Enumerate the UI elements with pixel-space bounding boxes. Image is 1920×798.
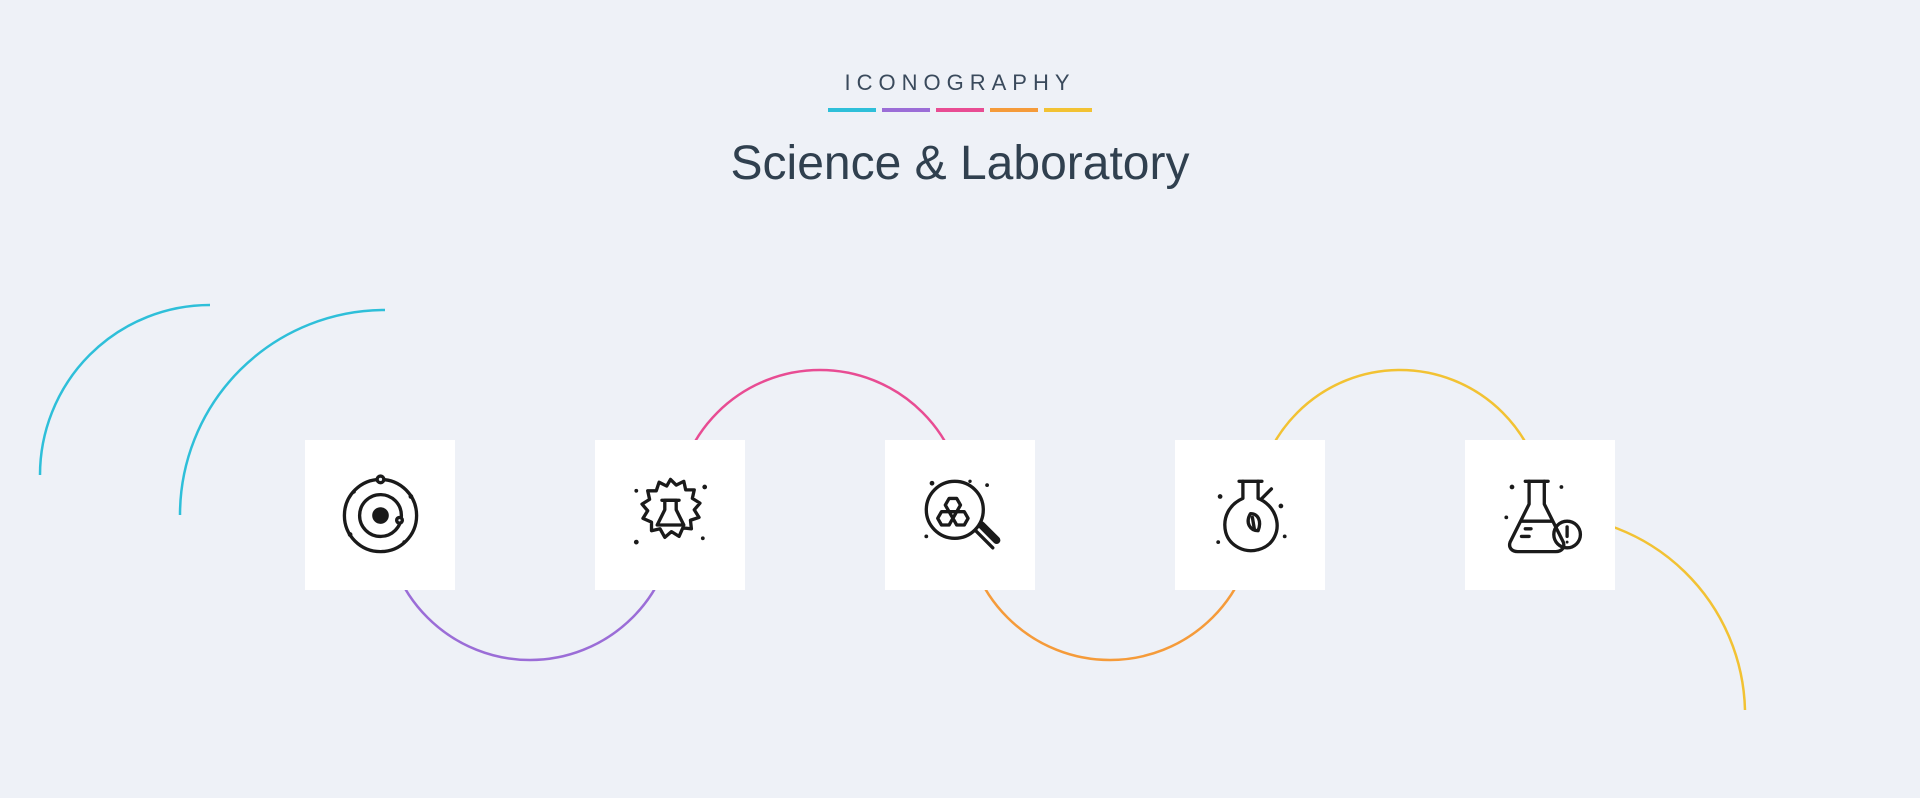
flask-alert-icon: [1493, 468, 1588, 563]
icon-tile-flask-leaf: [1175, 440, 1325, 590]
color-bar-row: [0, 108, 1920, 112]
header: ICONOGRAPHY Science & Laboratory: [0, 0, 1920, 191]
brand-text: ICONOGRAPHY: [0, 70, 1920, 96]
icon-tile-magnifier: [885, 440, 1035, 590]
gear-flask-icon: [623, 468, 718, 563]
flask-leaf-icon: [1203, 468, 1298, 563]
color-bar-5: [1044, 108, 1092, 112]
icon-row: [0, 440, 1920, 590]
page-title: Science & Laboratory: [0, 136, 1920, 191]
icon-tile-flask-alert: [1465, 440, 1615, 590]
icon-tile-gear-flask: [595, 440, 745, 590]
magnifier-molecule-icon: [913, 468, 1008, 563]
icon-tile-solar-system: [305, 440, 455, 590]
color-bar-4: [990, 108, 1038, 112]
color-bar-3: [936, 108, 984, 112]
color-bar-2: [882, 108, 930, 112]
solar-system-icon: [333, 468, 428, 563]
color-bar-1: [828, 108, 876, 112]
